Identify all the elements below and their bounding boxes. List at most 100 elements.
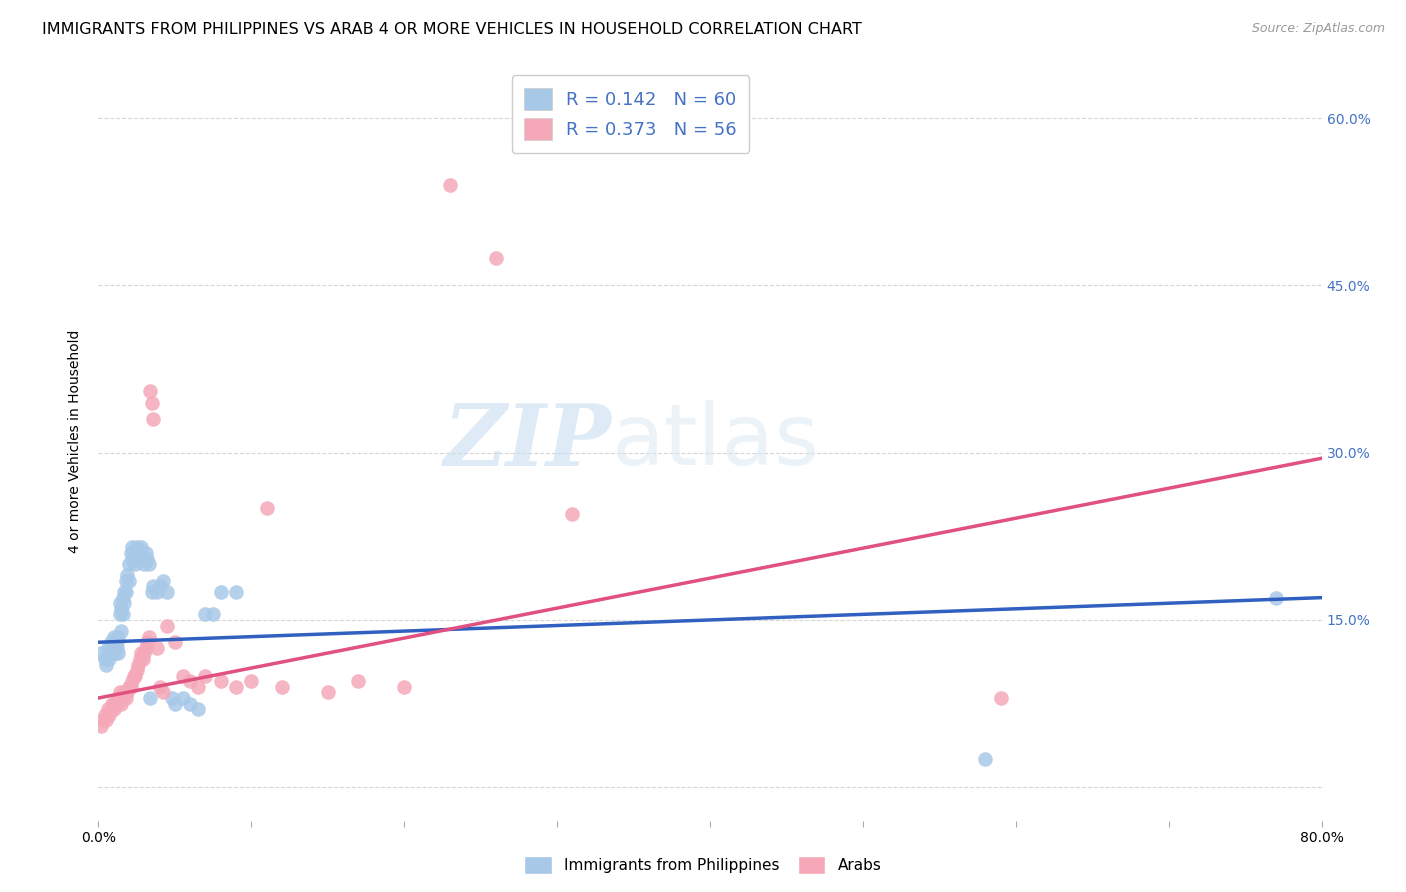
- Point: [138, 630, 160, 644]
- Point: [103, 640, 125, 655]
- Point: [156, 585, 179, 599]
- Point: [141, 395, 163, 409]
- Point: [209, 674, 232, 689]
- Point: [316, 685, 339, 699]
- Point: [135, 546, 157, 560]
- Point: [163, 635, 186, 649]
- Legend: R = 0.142   N = 60, R = 0.373   N = 56: R = 0.142 N = 60, R = 0.373 N = 56: [512, 75, 749, 153]
- Point: [98, 707, 121, 722]
- Point: [142, 412, 165, 426]
- Point: [225, 585, 247, 599]
- Point: [136, 551, 159, 566]
- Point: [124, 557, 146, 572]
- Point: [120, 546, 142, 560]
- Point: [97, 702, 120, 716]
- Point: [111, 607, 134, 622]
- Point: [103, 702, 125, 716]
- Point: [98, 652, 121, 666]
- Point: [94, 657, 117, 672]
- Point: [122, 546, 145, 560]
- Point: [122, 669, 145, 683]
- Point: [94, 714, 117, 728]
- Point: [117, 568, 139, 582]
- Point: [112, 685, 135, 699]
- Point: [129, 646, 152, 660]
- Point: [101, 646, 124, 660]
- Point: [108, 596, 131, 610]
- Point: [990, 690, 1012, 705]
- Point: [91, 714, 114, 728]
- Point: [187, 702, 209, 716]
- Point: [90, 646, 112, 660]
- Point: [145, 585, 167, 599]
- Point: [107, 630, 129, 644]
- Point: [115, 585, 138, 599]
- Point: [105, 640, 128, 655]
- Point: [209, 585, 232, 599]
- Y-axis label: 4 or more Vehicles in Household: 4 or more Vehicles in Household: [69, 330, 83, 553]
- Point: [110, 624, 132, 639]
- Point: [132, 652, 155, 666]
- Point: [156, 618, 179, 632]
- Point: [141, 585, 163, 599]
- Point: [132, 551, 155, 566]
- Point: [125, 541, 148, 555]
- Point: [160, 690, 183, 705]
- Point: [149, 680, 172, 694]
- Point: [97, 640, 120, 655]
- Legend: Immigrants from Philippines, Arabs: Immigrants from Philippines, Arabs: [519, 850, 887, 880]
- Point: [392, 680, 416, 694]
- Point: [974, 752, 997, 766]
- Point: [129, 541, 152, 555]
- Point: [135, 640, 157, 655]
- Point: [1264, 591, 1286, 605]
- Point: [439, 178, 461, 193]
- Point: [120, 680, 142, 694]
- Point: [139, 690, 162, 705]
- Point: [142, 580, 165, 594]
- Point: [117, 685, 139, 699]
- Point: [103, 630, 125, 644]
- Point: [152, 685, 174, 699]
- Point: [128, 546, 150, 560]
- Point: [101, 697, 124, 711]
- Point: [115, 574, 138, 588]
- Point: [118, 557, 141, 572]
- Point: [202, 607, 225, 622]
- Point: [270, 680, 292, 694]
- Point: [485, 251, 508, 265]
- Point: [118, 574, 141, 588]
- Point: [194, 607, 217, 622]
- Point: [256, 501, 278, 516]
- Point: [100, 646, 122, 660]
- Point: [152, 574, 174, 588]
- Point: [128, 652, 150, 666]
- Point: [90, 719, 112, 733]
- Point: [107, 646, 129, 660]
- Point: [121, 541, 143, 555]
- Point: [115, 690, 138, 705]
- Point: [110, 697, 132, 711]
- Point: [187, 680, 209, 694]
- Point: [104, 697, 127, 711]
- Point: [139, 384, 162, 399]
- Point: [112, 585, 135, 599]
- Text: atlas: atlas: [612, 400, 820, 483]
- Point: [172, 690, 194, 705]
- Point: [104, 646, 127, 660]
- Point: [108, 685, 131, 699]
- Point: [121, 551, 143, 566]
- Point: [108, 607, 131, 622]
- Point: [134, 557, 156, 572]
- Point: [240, 674, 263, 689]
- Point: [100, 635, 122, 649]
- Point: [138, 557, 160, 572]
- Point: [134, 646, 156, 660]
- Point: [110, 602, 132, 616]
- Point: [124, 669, 146, 683]
- Point: [93, 652, 115, 666]
- Point: [93, 707, 115, 722]
- Point: [107, 690, 129, 705]
- Point: [111, 690, 134, 705]
- Point: [172, 669, 194, 683]
